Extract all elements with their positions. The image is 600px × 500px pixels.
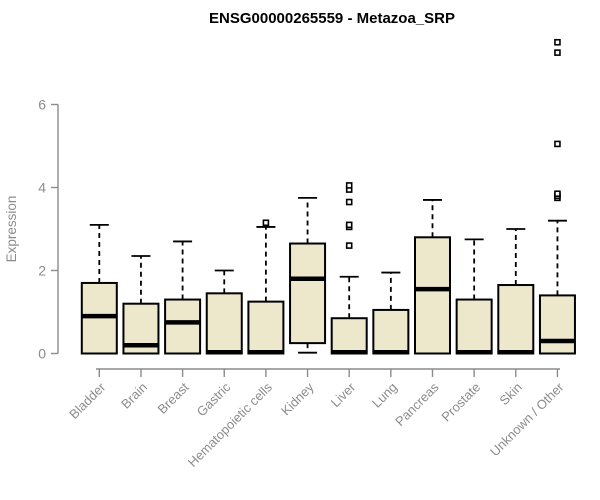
box-pancreas [414,236,451,355]
outlier-point-liver [345,242,353,249]
outlier-point-unknown-other [554,38,561,46]
x-tick-label-unknown-other: Unknown / Other [487,379,567,459]
box-kidney [289,242,327,345]
x-tick-label-gastric: Gastric [194,379,234,419]
outlier-point-unknown-other [554,49,561,56]
outlier-point-hematopoietic-cells [262,219,270,227]
y-tick-label-4: 4 [38,180,46,196]
x-tick-label-lung: Lung [369,380,400,411]
box-unknown-other [538,294,576,355]
x-tick-label-breast: Breast [155,379,192,416]
y-tick-label-0: 0 [38,346,46,362]
x-tick-label-bladder: Bladder [66,379,109,422]
y-tick-label-2: 2 [38,263,46,279]
outlier-point-liver [345,221,353,229]
box-lung [372,308,410,355]
y-axis-label: Expression [4,196,19,263]
x-tick-label-prostate: Prostate [438,380,483,425]
box-gastric [205,292,243,355]
x-tick-label-pancreas: Pancreas [392,379,442,429]
box-skin [497,284,535,355]
outlier-point-unknown-other [554,140,561,148]
y-tick-label-6: 6 [38,97,46,113]
box-prostate [455,298,493,355]
outlier-point-liver [345,182,353,189]
box-hematopoietic-cells [247,300,285,355]
chart-title: ENSG00000265559 - Metazoa_SRP [209,10,455,27]
x-tick-label-liver: Liver [328,379,359,410]
outlier-point-liver [345,198,353,206]
box-breast [164,298,202,355]
x-tick-label-brain: Brain [118,380,150,412]
x-tick-label-skin: Skin [496,380,524,408]
x-tick-label-kidney: Kidney [278,379,317,418]
box-liver [330,317,368,355]
outlier-point-unknown-other [554,190,561,198]
